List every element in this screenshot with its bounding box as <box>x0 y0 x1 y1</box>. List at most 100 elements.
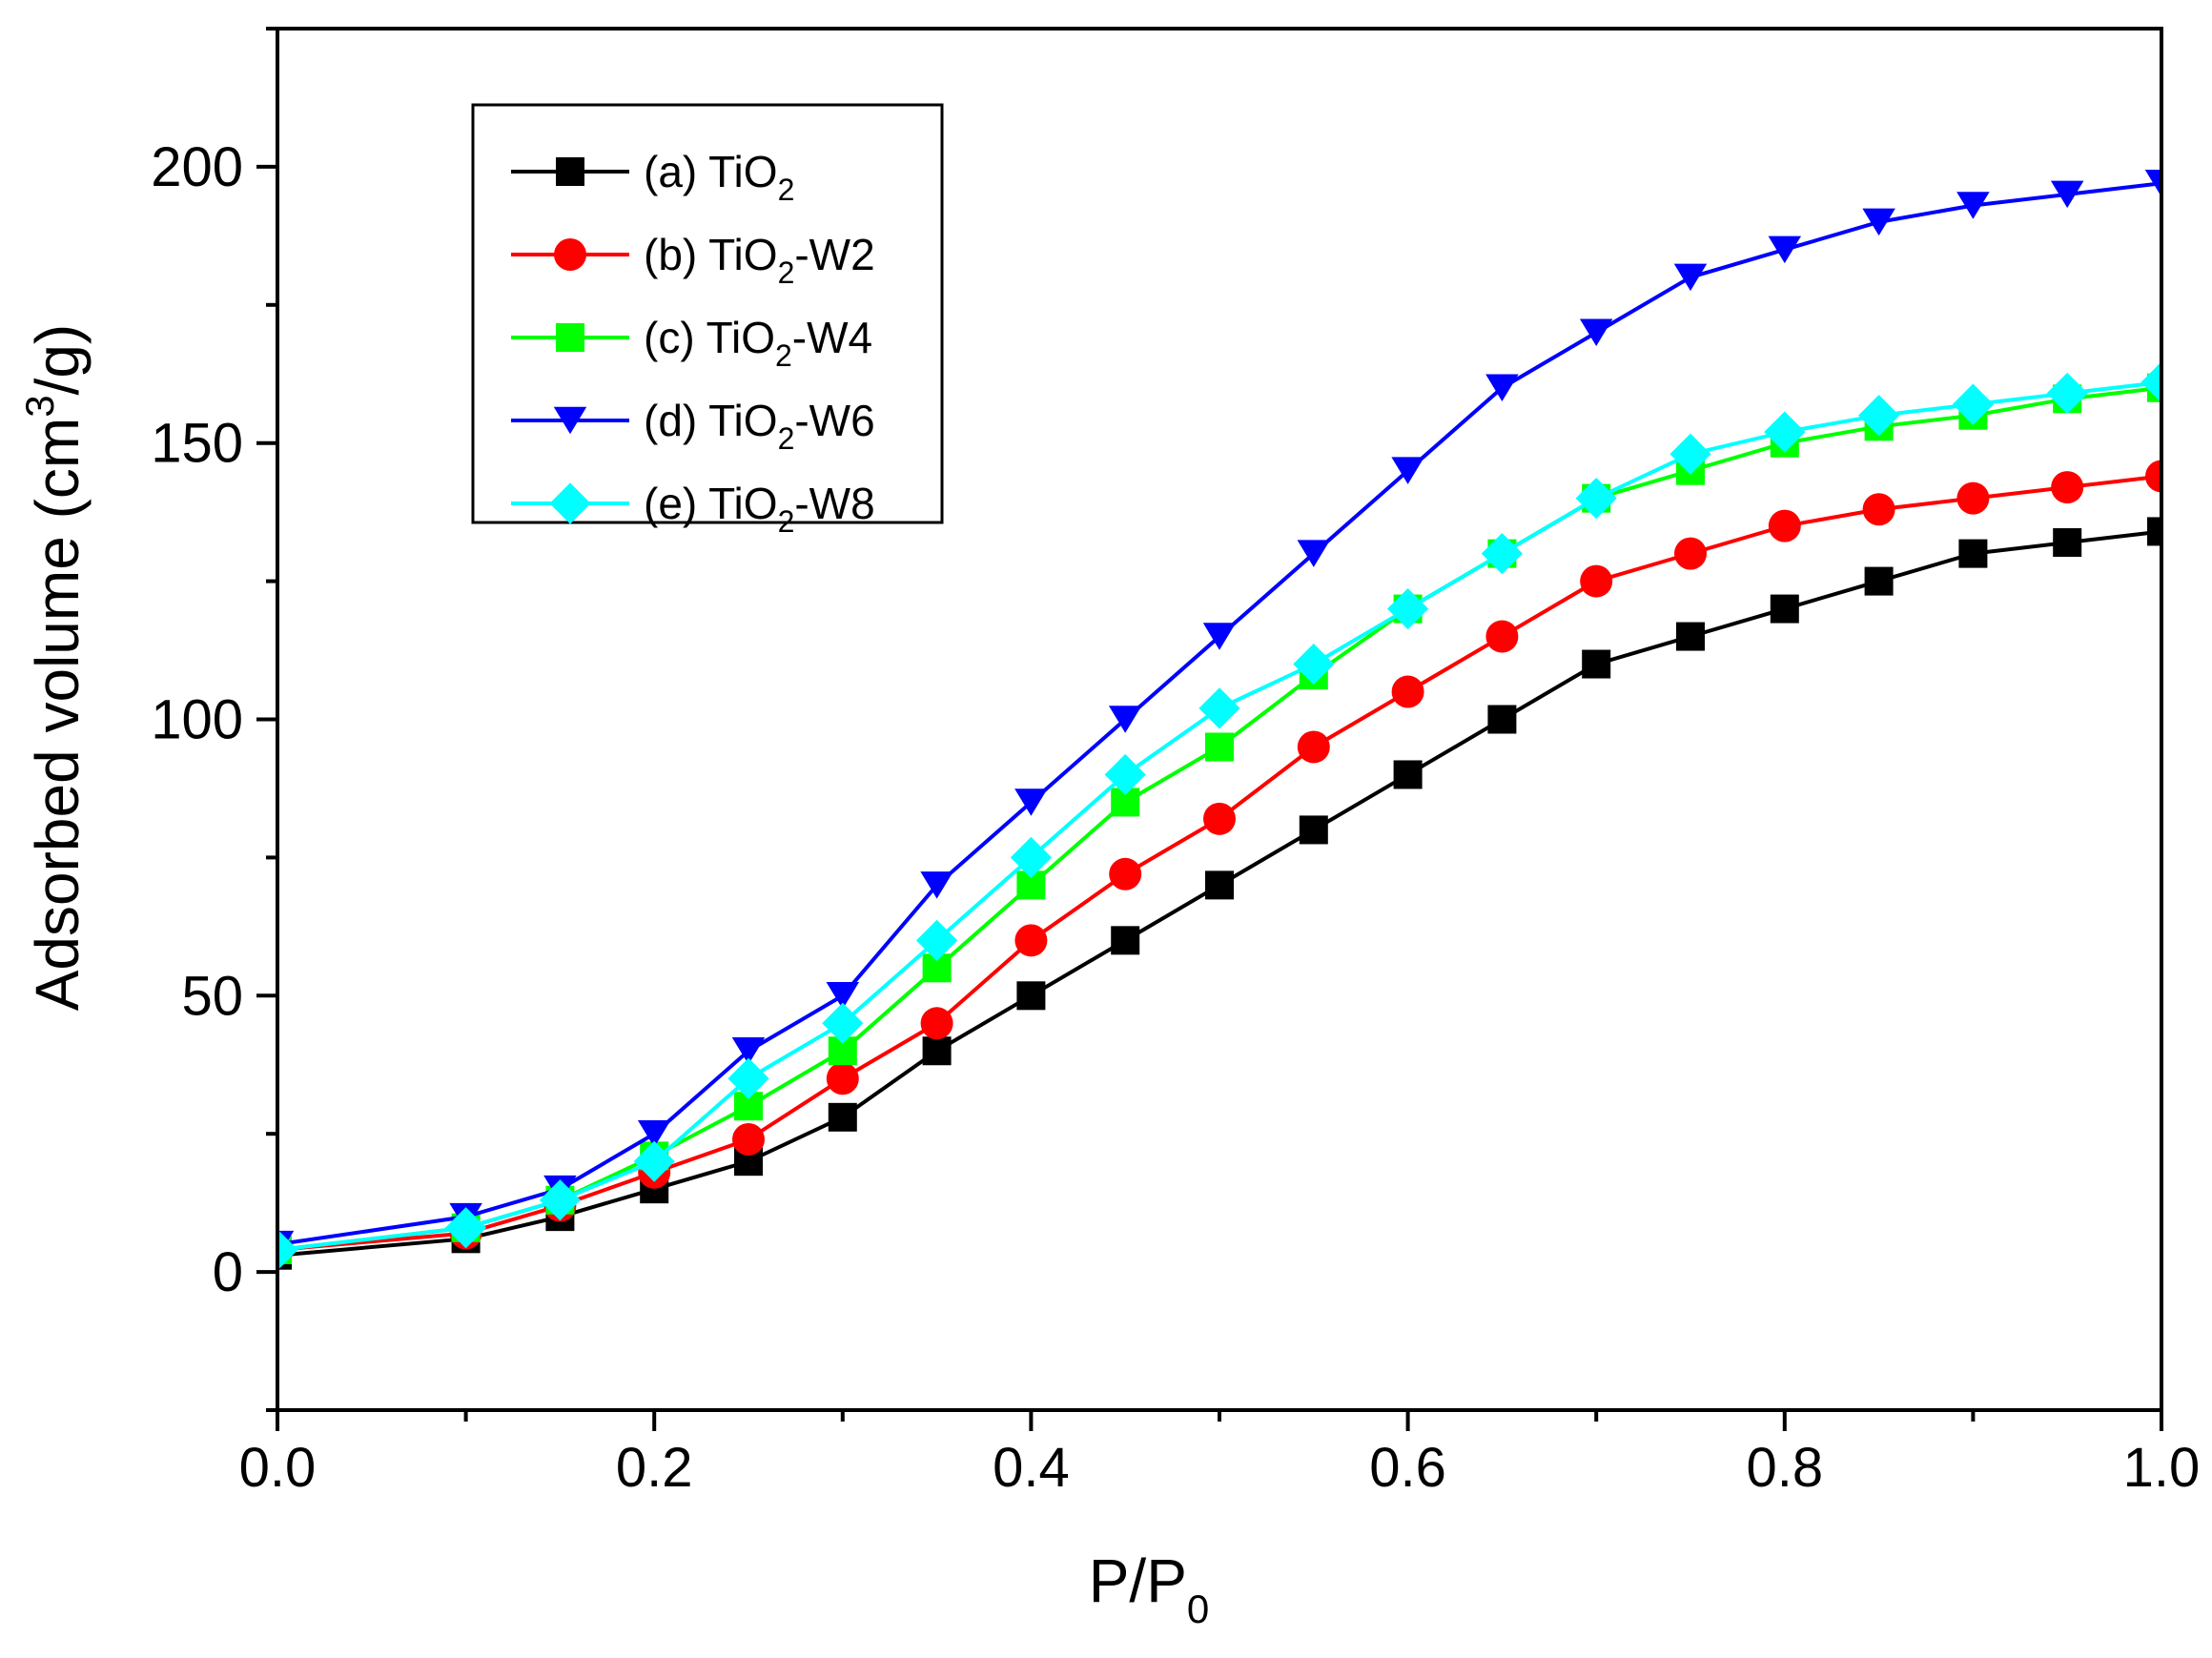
data-point <box>1205 870 1234 900</box>
data-point <box>1956 481 1990 515</box>
data-point <box>1391 457 1424 484</box>
x-tick-label: 0.2 <box>616 1437 693 1499</box>
data-point <box>2140 361 2161 403</box>
y-axis-title-main: Adsorbed volume (cm <box>23 418 92 1011</box>
x-axis-title: P/P0 <box>1089 1546 1210 1631</box>
y-tick-label: 100 <box>151 689 243 751</box>
legend-entry-2: (b) TiO2-W2 <box>511 230 875 290</box>
legend-label: (b) TiO2-W2 <box>644 230 875 290</box>
data-point <box>727 1057 769 1099</box>
data-point <box>1203 802 1236 835</box>
series-line-4 <box>277 181 2161 1247</box>
data-point <box>1202 623 1237 650</box>
ticks-layer: 0.0 0.2 0.4 0.6 0.8 1.0 0 50 100 150 200 <box>151 27 2201 1499</box>
data-point <box>1297 730 1330 764</box>
y-tick-label: 50 <box>181 965 243 1027</box>
series-line-1 <box>277 529 2161 1258</box>
data-point <box>1297 540 1331 567</box>
y-tick-label: 200 <box>151 136 243 198</box>
data-point <box>1579 318 1613 347</box>
data-point <box>1014 788 1048 816</box>
legend-entry-1: (a) TiO2 <box>511 147 794 207</box>
data-point <box>1109 857 1142 890</box>
data-point <box>633 1140 675 1182</box>
data-point <box>1487 705 1517 734</box>
series-5 <box>277 361 2161 1271</box>
legend-entries: (a) TiO2 (b) TiO2-W2 (c) TiO2-W4 (d) TiO2-W… <box>511 147 875 539</box>
data-point <box>1764 411 1806 453</box>
data-point <box>1676 622 1705 651</box>
data-point <box>1293 643 1335 686</box>
data-point <box>539 1179 581 1221</box>
data-point <box>1858 395 1900 437</box>
x-tick-label: 0.6 <box>1369 1437 1446 1499</box>
data-point <box>1481 533 1523 575</box>
data-point <box>1580 564 1613 598</box>
legend-label: (e) TiO2-W8 <box>644 479 875 539</box>
legend-marker <box>556 157 584 186</box>
data-point <box>1674 537 1707 570</box>
y-axis-title: Adsorbed volume (cm3/g) <box>17 324 92 1012</box>
legend-entry-3: (c) TiO2-W4 <box>511 313 872 373</box>
data-point <box>1111 926 1140 955</box>
x-tick-label: 0.8 <box>1746 1437 1823 1499</box>
data-point <box>1205 732 1234 762</box>
data-point <box>826 1062 859 1095</box>
data-point <box>637 1119 671 1148</box>
data-point <box>1485 620 1519 653</box>
data-point <box>1014 924 1048 957</box>
y-axis-title-tail: /g) <box>23 324 92 396</box>
data-point <box>2144 170 2161 197</box>
data-point <box>1669 433 1711 475</box>
x-tick-label: 0.4 <box>993 1437 1070 1499</box>
data-point <box>1485 374 1519 401</box>
legend-label: (a) TiO2 <box>644 147 794 207</box>
data-point <box>1016 981 1046 1011</box>
data-point <box>920 1007 953 1040</box>
data-point <box>2053 528 2082 558</box>
x-tick-label: 1.0 <box>2123 1437 2201 1499</box>
legend-box <box>471 103 944 524</box>
data-point <box>1768 235 1802 264</box>
data-point <box>1768 509 1801 542</box>
data-point <box>2145 460 2161 493</box>
legend-marker <box>554 238 586 271</box>
data-point <box>1391 675 1424 708</box>
series-layer <box>277 170 2161 1271</box>
data-point <box>826 982 860 1010</box>
x-axis-title-main: P/P <box>1089 1546 1187 1615</box>
legend: (a) TiO2 (b) TiO2-W2 (c) TiO2-W4 (d) TiO2-W… <box>471 103 944 539</box>
data-point <box>1958 539 1988 568</box>
legend-marker <box>549 482 591 524</box>
data-point <box>1575 478 1617 520</box>
data-point <box>1393 760 1423 789</box>
data-point <box>922 1036 952 1066</box>
data-point <box>1673 263 1708 292</box>
y-axis-title-sup: 3 <box>17 395 62 417</box>
data-point <box>1108 706 1142 733</box>
data-point <box>1582 649 1611 679</box>
x-axis-title-sub: 0 <box>1187 1586 1209 1631</box>
data-point <box>1104 753 1146 796</box>
data-point <box>828 1102 857 1132</box>
data-point <box>822 1002 864 1044</box>
data-point <box>1952 383 1994 425</box>
legend-entry-4: (d) TiO2-W6 <box>511 396 875 456</box>
legend-entry-5: (e) TiO2-W8 <box>511 479 875 539</box>
data-point <box>445 1207 487 1249</box>
legend-label: (c) TiO2-W4 <box>644 313 872 373</box>
data-point <box>731 1037 766 1065</box>
legend-marker <box>553 406 587 435</box>
data-point <box>2046 372 2088 415</box>
data-point <box>1956 192 1990 219</box>
legend-marker <box>556 323 584 352</box>
x-tick-label: 0.0 <box>239 1437 317 1499</box>
data-point <box>916 919 958 961</box>
data-point <box>732 1122 765 1156</box>
y-tick-label: 0 <box>213 1241 243 1303</box>
data-point <box>1010 836 1052 878</box>
data-point <box>1864 566 1894 596</box>
legend-label: (d) TiO2-W6 <box>644 396 875 456</box>
data-point <box>2147 517 2161 546</box>
